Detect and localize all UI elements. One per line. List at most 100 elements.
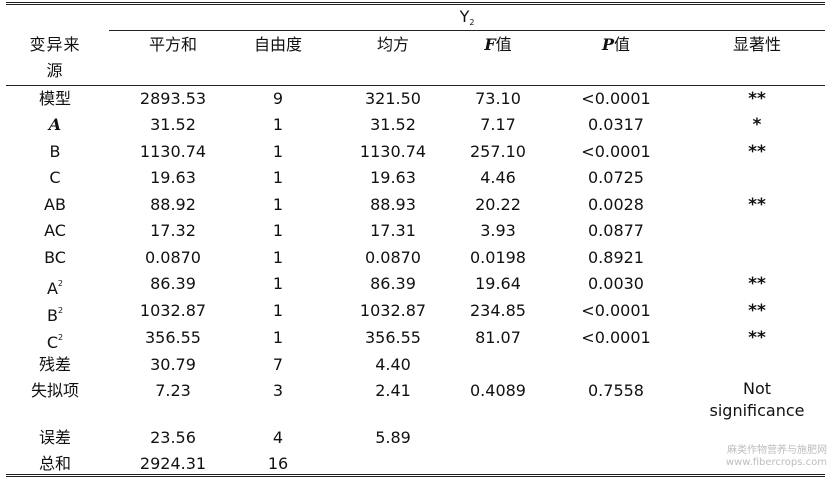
row-f: 0.4089 [470,381,526,400]
row-p: 0.7558 [588,381,644,400]
row-ms: 19.63 [370,168,416,187]
row-ms: 5.89 [375,428,411,447]
row-source: B2 [6,298,104,325]
header-source-line2: 源 [46,61,64,80]
row-df: 16 [267,454,289,473]
row-p: <0.0001 [581,142,651,161]
row-source-text: 残差 [38,355,71,374]
row-df: 1 [272,115,284,134]
watermark: 麻类作物营养与施肥网 www.fibercrops.com [726,445,827,469]
row-source-text: 误差 [38,428,71,447]
row-source: 总和 [6,451,104,477]
row-source-text: 总和 [38,454,71,473]
header-f-letter: F [484,35,496,54]
row-significance: ** [748,89,766,109]
watermark-line2: www.fibercrops.com [725,457,827,468]
row-source: 模型 [6,86,104,112]
table-row: C2 356.55 1 356.55 81.07 <0.0001 ** [0,325,831,352]
row-significance: ** [748,301,766,321]
row-ss: 17.32 [150,221,196,240]
group-rule [109,30,825,31]
row-f [448,425,548,451]
row-df: 1 [272,301,284,320]
row-source: 失拟项 [6,378,104,404]
row-ss: 86.39 [150,274,196,293]
table-row: 失拟项 7.23 3 2.41 0.4089 0.7558 Not significance [0,378,831,420]
row-f: 234.85 [470,301,526,320]
table-row: 模型 2893.53 9 321.50 73.10 <0.0001 ** [0,86,831,112]
row-ms: 0.0870 [365,248,421,267]
row-f: 4.46 [480,168,516,187]
row-source-text: BC [44,248,66,267]
row-significance: ** [748,328,766,348]
table-row: AC 17.32 1 17.31 3.93 0.0877 [0,218,831,244]
row-df: 1 [272,142,284,161]
row-significance [682,352,831,378]
row-ss: 0.0870 [145,248,201,267]
row-source-superscript: 2 [57,306,64,315]
row-source: C [6,165,104,191]
row-ms: 1032.87 [359,301,427,320]
table-row: C 19.63 1 19.63 4.46 0.0725 [0,165,831,191]
header-source: 变异来 源 [6,32,104,84]
row-source-text: A [48,115,62,134]
row-ss: 7.23 [155,381,191,400]
row-p [556,425,676,451]
row-df: 1 [272,168,284,187]
row-p [556,352,676,378]
row-significance-line2: significance [709,401,805,420]
row-source-superscript: 2 [58,333,64,342]
table-row: 误差 23.56 4 5.89 [0,425,831,451]
row-significance: * [752,115,762,135]
row-p: 0.0030 [588,274,644,293]
row-p: 0.0028 [588,195,644,214]
row-p: <0.0001 [581,328,651,347]
row-ss: 19.63 [150,168,196,187]
row-ss: 31.52 [150,115,196,134]
row-source: B [6,139,104,165]
row-significance [682,218,831,244]
header-p-value: P值 [556,32,676,58]
row-source-text: 失拟项 [30,381,79,400]
row-source-text: AB [44,195,66,214]
row-p: 0.0725 [588,168,644,187]
row-df: 1 [272,195,284,214]
top-rule [6,2,825,3]
row-significance [682,245,831,271]
row-df: 1 [272,274,284,293]
row-df: 1 [272,248,284,267]
row-f: 73.10 [475,89,521,108]
row-source: 残差 [6,352,104,378]
table-row: 总和 2924.31 16 [0,451,831,477]
row-p: 0.0877 [588,221,644,240]
row-p: 0.0317 [588,115,644,134]
row-ms: 2.41 [375,381,411,400]
row-source: A [6,112,104,138]
row-f: 257.10 [470,142,526,161]
row-ms: 321.50 [365,89,421,108]
row-ss: 1032.87 [139,301,207,320]
row-ms: 356.55 [365,328,421,347]
row-source: AB [6,192,104,218]
header-p-letter: P [601,35,614,54]
row-df: 7 [272,355,284,374]
row-ms: 1130.74 [359,142,427,161]
row-df: 1 [272,328,284,347]
row-ss: 356.55 [145,328,201,347]
row-source-text: B [49,142,61,161]
table-row: BC 0.0870 1 0.0870 0.0198 0.8921 [0,245,831,271]
row-source-text: A [46,279,58,298]
table-row: AB 88.92 1 88.93 20.22 0.0028 ** [0,192,831,218]
header-rule [6,85,825,86]
row-significance: Not significance [682,378,831,426]
row-source-superscript: 2 [57,279,64,288]
row-f: 20.22 [475,195,521,214]
row-ss: 30.79 [150,355,196,374]
header-f-suffix: 值 [495,35,512,54]
row-source: C2 [6,325,104,352]
header-ss: 平方和 [148,35,197,54]
table-row: B 1130.74 1 1130.74 257.10 <0.0001 ** [0,139,831,165]
row-ms: 88.93 [370,195,416,214]
row-ss: 2893.53 [139,89,207,108]
row-f: 7.17 [480,115,516,134]
